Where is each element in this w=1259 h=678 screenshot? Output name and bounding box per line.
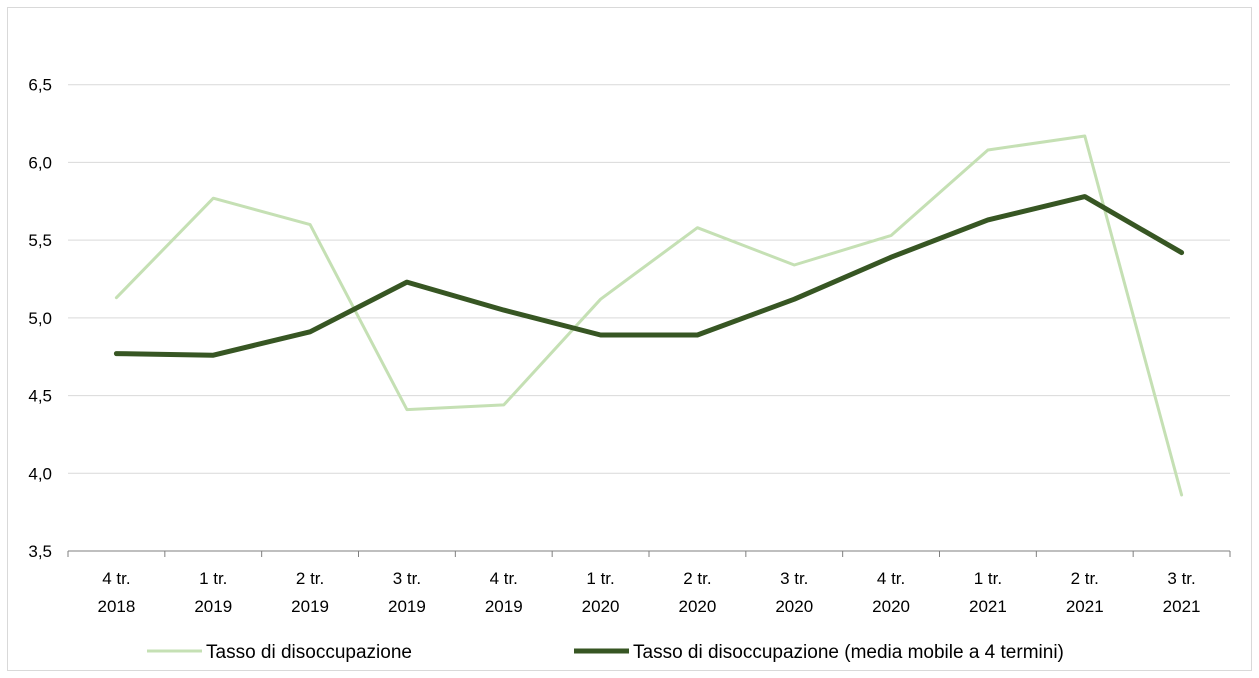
legend-label: Tasso di disoccupazione (media mobile a …	[633, 642, 1064, 663]
legend: Tasso di disoccupazione Tasso di disoccup…	[147, 642, 1064, 663]
y-tick-label: 6,0	[28, 153, 52, 172]
series-line-media-mobile	[113, 194, 1185, 358]
y-tick-label: 5,0	[28, 309, 52, 328]
x-tick-label: 2019	[291, 597, 329, 616]
gridlines	[68, 84, 1230, 474]
x-tick-label: 1 tr.	[974, 569, 1002, 588]
x-tick-label: 2021	[1163, 597, 1201, 616]
x-tick-label: 1 tr.	[586, 569, 614, 588]
chart-frame	[7, 7, 1252, 671]
x-tick-label: 2019	[388, 597, 426, 616]
y-tick-label: 4,0	[28, 464, 52, 483]
x-tick-label: 2018	[98, 597, 136, 616]
legend-label: Tasso di disoccupazione	[206, 642, 412, 663]
x-tick-label: 1 tr.	[199, 569, 227, 588]
x-tick-label: 2019	[194, 597, 232, 616]
x-tick-label: 3 tr.	[393, 569, 421, 588]
y-tick-label: 3,5	[28, 542, 52, 561]
x-tick-label: 2020	[775, 597, 813, 616]
y-tick-label: 4,5	[28, 387, 52, 406]
x-tick-label: 2 tr.	[296, 569, 324, 588]
series-line-tasso	[114, 134, 1184, 497]
x-tick-label: 2 tr.	[683, 569, 711, 588]
x-tick-label: 4 tr.	[102, 569, 130, 588]
x-tick-label: 3 tr.	[780, 569, 808, 588]
x-tick-label: 2020	[679, 597, 717, 616]
x-tick-label: 2 tr.	[1071, 569, 1099, 588]
x-tick-label: 2019	[485, 597, 523, 616]
series-lines	[113, 134, 1185, 497]
x-tick-label: 2021	[1066, 597, 1104, 616]
y-tick-label: 6,5	[28, 76, 52, 95]
axes: 3,5 4,0 4,5 5,0 5,5 6,0 6,5 4 tr. 2018 1 tr. 2019 2…	[28, 76, 1231, 616]
x-tick-label: 2021	[969, 597, 1007, 616]
x-tick-label: 4 tr.	[877, 569, 905, 588]
x-tick-label: 4 tr.	[490, 569, 518, 588]
x-tick-label: 3 tr.	[1167, 569, 1195, 588]
x-tick-label: 2020	[582, 597, 620, 616]
x-tick-label: 2020	[872, 597, 910, 616]
y-tick-label: 5,5	[28, 231, 52, 250]
